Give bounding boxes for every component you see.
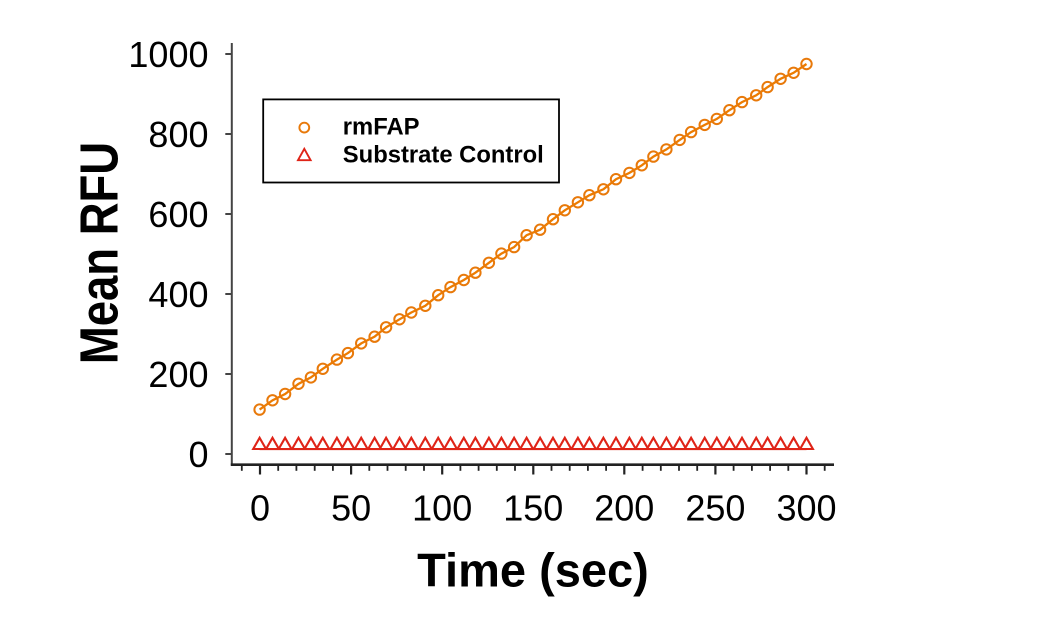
svg-text:150: 150: [503, 488, 563, 529]
svg-text:Time (sec): Time (sec): [417, 544, 649, 597]
svg-text:rmFAP: rmFAP: [343, 113, 420, 140]
svg-text:1000: 1000: [128, 34, 208, 75]
svg-text:200: 200: [148, 354, 208, 395]
svg-text:0: 0: [188, 434, 208, 475]
svg-text:300: 300: [776, 488, 836, 529]
svg-text:200: 200: [594, 488, 654, 529]
svg-text:600: 600: [148, 194, 208, 235]
svg-text:250: 250: [685, 488, 745, 529]
svg-text:100: 100: [412, 488, 472, 529]
svg-text:800: 800: [148, 114, 208, 155]
svg-text:Mean RFU: Mean RFU: [69, 142, 129, 364]
svg-text:50: 50: [331, 488, 371, 529]
svg-text:Substrate Control: Substrate Control: [343, 142, 544, 169]
svg-text:400: 400: [148, 274, 208, 315]
svg-text:0: 0: [250, 488, 270, 529]
